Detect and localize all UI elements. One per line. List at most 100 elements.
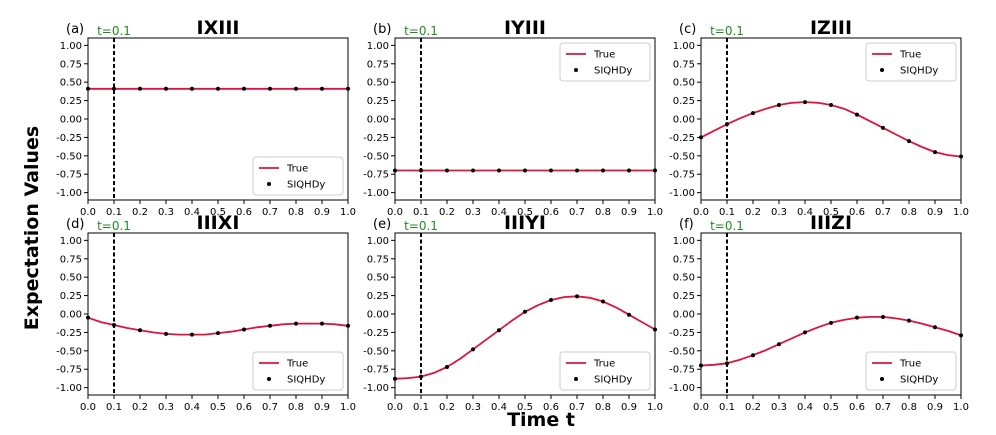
x-tick-label: 0.5 [823, 207, 839, 218]
x-tick-label: 1.0 [340, 207, 356, 218]
siqhdy-data-point [445, 168, 449, 173]
y-tick-label: 0.50 [60, 273, 82, 284]
time-marker-label: t=0.1 [97, 219, 131, 233]
siqhdy-data-point [471, 168, 475, 173]
x-tick-label: 0.2 [439, 402, 455, 413]
y-tick-label: 0.75 [673, 59, 695, 70]
siqhdy-data-point [959, 154, 963, 159]
legend-true-label: True [286, 164, 308, 175]
y-tick-label: -0.25 [56, 328, 82, 339]
figure-xlabel: Time t [507, 409, 575, 431]
siqhdy-data-point [497, 168, 501, 173]
legend-siqhdy-label: SIQHDy [900, 375, 938, 386]
y-tick-label: 0.75 [60, 254, 82, 265]
siqhdy-data-point [601, 299, 605, 304]
x-tick-label: 0.8 [595, 402, 611, 413]
y-tick-label: -1.00 [363, 383, 389, 394]
siqhdy-data-point [959, 333, 963, 338]
siqhdy-data-point [777, 103, 781, 108]
siqhdy-data-point [751, 111, 755, 116]
x-tick-label: 0.9 [927, 402, 943, 413]
x-tick-label: 0.1 [413, 402, 429, 413]
legend-point-swatch [267, 377, 271, 381]
legend-siqhdy-label: SIQHDy [900, 66, 938, 77]
legend-true-label: True [899, 50, 921, 61]
siqhdy-data-point [653, 168, 657, 173]
x-tick-label: 0.2 [745, 402, 761, 413]
y-tick-label: 1.00 [673, 41, 695, 52]
x-tick-label: 0.4 [797, 402, 813, 413]
chart-panel-1: 0.0 0.1 0.2 0.3 0.4 0.5 0.6 0.7 0.8 0.9 1.0 -1.00 -0… [56, 17, 356, 218]
panel-label: (f) [679, 217, 694, 232]
siqhdy-data-point [523, 309, 527, 314]
y-tick-label: -1.00 [363, 188, 389, 199]
y-tick-label: 0.25 [673, 291, 695, 302]
legend-true-label: True [286, 359, 308, 370]
y-tick-label: -0.25 [363, 328, 389, 339]
siqhdy-data-point [393, 168, 397, 173]
legend-point-swatch [880, 377, 884, 381]
x-tick-label: 0.4 [184, 402, 200, 413]
y-tick-label: 0.75 [367, 254, 389, 265]
x-tick-label: 0.0 [693, 207, 709, 218]
siqhdy-data-point [393, 376, 397, 381]
siqhdy-data-point [933, 325, 937, 330]
x-tick-label: 0.2 [132, 402, 148, 413]
siqhdy-data-point [751, 353, 755, 358]
panel-title: IIIXI [197, 212, 240, 234]
x-tick-label: 0.6 [849, 207, 865, 218]
siqhdy-data-point [653, 327, 657, 332]
x-tick-label: 1.0 [953, 207, 969, 218]
y-tick-label: -1.00 [669, 383, 695, 394]
legend-siqhdy-label: SIQHDy [594, 66, 632, 77]
x-tick-label: 0.7 [569, 402, 585, 413]
legend: True SIQHDy [559, 42, 651, 82]
siqhdy-data-point [164, 86, 168, 91]
siqhdy-data-point [855, 315, 859, 320]
siqhdy-data-point [419, 168, 423, 173]
siqhdy-data-point [803, 100, 807, 105]
siqhdy-data-point [242, 327, 246, 332]
y-tick-label: -0.25 [669, 133, 695, 144]
y-tick-label: 0.00 [60, 115, 82, 126]
panels: 0.0 0.1 0.2 0.3 0.4 0.5 0.6 0.7 0.8 0.9 1.0 -1.00 -0… [56, 17, 969, 413]
y-tick-label: -1.00 [56, 188, 82, 199]
chart-panel-4: 0.0 0.1 0.2 0.3 0.4 0.5 0.6 0.7 0.8 0.9 1.0 -1.00 -0… [56, 212, 356, 413]
y-tick-label: 1.00 [367, 236, 389, 247]
time-marker-label: t=0.1 [710, 24, 744, 38]
y-tick-label: -0.25 [669, 328, 695, 339]
chart-panel-3: 0.0 0.1 0.2 0.3 0.4 0.5 0.6 0.7 0.8 0.9 1.0 -1.00 -0… [669, 17, 969, 218]
x-tick-label: 0.0 [80, 207, 96, 218]
y-tick-label: 0.50 [673, 273, 695, 284]
siqhdy-data-point [699, 363, 703, 368]
legend: True SIQHDy [252, 351, 344, 391]
y-tick-label: 0.50 [367, 78, 389, 89]
x-tick-label: 0.1 [106, 402, 122, 413]
x-tick-label: 0.0 [80, 402, 96, 413]
x-tick-label: 0.3 [465, 402, 481, 413]
time-marker-label: t=0.1 [404, 24, 438, 38]
siqhdy-data-point [346, 323, 350, 328]
legend-siqhdy-label: SIQHDy [594, 375, 632, 386]
legend-point-swatch [574, 68, 578, 72]
y-tick-label: 0.25 [60, 96, 82, 107]
x-tick-label: 0.1 [719, 402, 735, 413]
siqhdy-data-point [346, 86, 350, 91]
x-tick-label: 0.2 [439, 207, 455, 218]
siqhdy-data-point [855, 112, 859, 117]
y-tick-label: -1.00 [669, 188, 695, 199]
legend-point-swatch [267, 182, 271, 186]
x-tick-label: 0.3 [465, 207, 481, 218]
siqhdy-data-point [86, 315, 90, 320]
y-tick-label: 0.25 [673, 96, 695, 107]
siqhdy-data-point [164, 331, 168, 336]
y-tick-label: -0.75 [363, 365, 389, 376]
legend-true-label: True [899, 359, 921, 370]
siqhdy-data-point [190, 332, 194, 337]
x-tick-label: 0.8 [288, 402, 304, 413]
siqhdy-data-point [190, 86, 194, 91]
x-tick-label: 0.8 [288, 207, 304, 218]
y-tick-label: -0.75 [669, 365, 695, 376]
siqhdy-data-point [497, 328, 501, 333]
